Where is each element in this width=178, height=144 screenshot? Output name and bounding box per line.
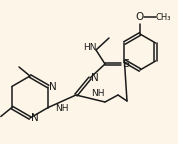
Text: N: N: [31, 113, 38, 123]
Text: N: N: [91, 73, 99, 83]
Text: NH: NH: [55, 104, 69, 113]
Text: S: S: [122, 59, 130, 69]
Text: CH₃: CH₃: [155, 13, 171, 21]
Text: HN: HN: [83, 42, 97, 52]
Text: N: N: [49, 83, 57, 92]
Text: O: O: [136, 12, 144, 22]
Text: NH: NH: [91, 89, 104, 98]
